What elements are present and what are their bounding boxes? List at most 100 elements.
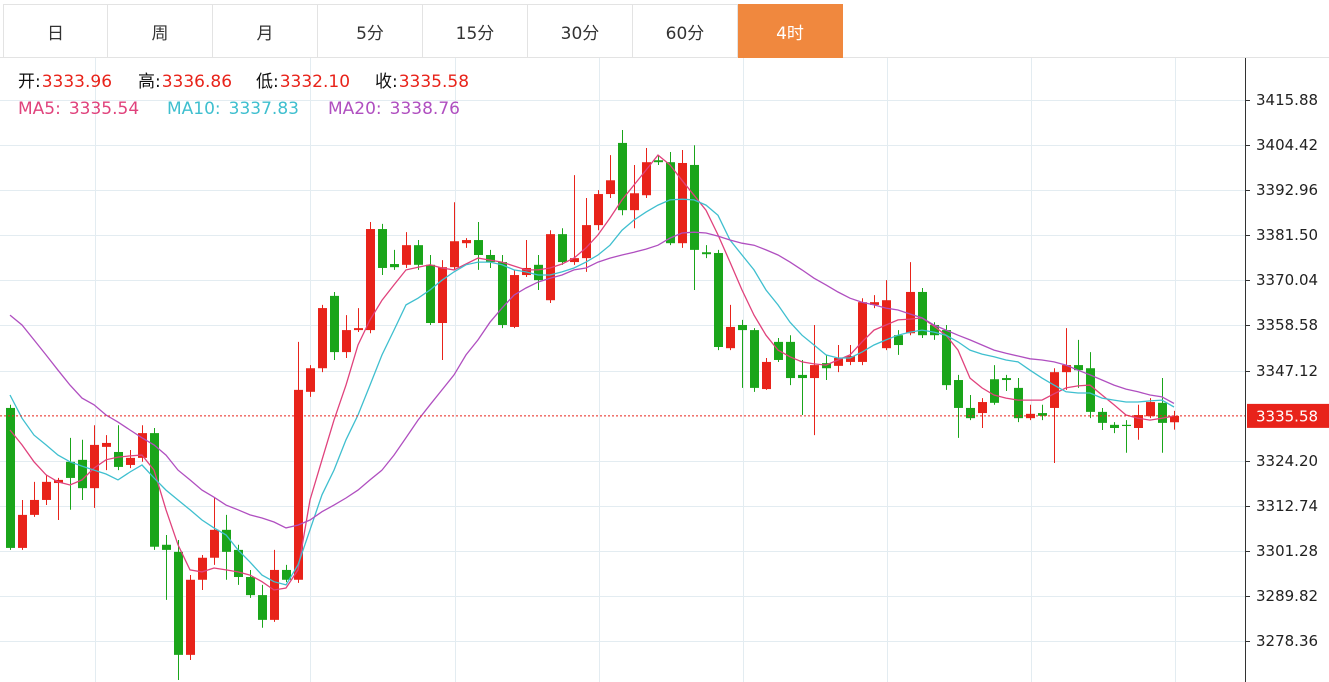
y-tick-label: 3415.88: [1256, 91, 1318, 109]
candle-body: [798, 374, 807, 379]
quote-value: 3336.86: [162, 72, 232, 92]
candle-body: [498, 262, 507, 325]
candle-body: [474, 240, 483, 255]
candle-body: [486, 254, 495, 263]
candle-body: [174, 551, 183, 655]
period-tab[interactable]: 日: [3, 4, 108, 58]
candle-body: [954, 380, 963, 408]
candle-body: [870, 302, 879, 305]
candle-body: [894, 335, 903, 346]
candle-body: [690, 164, 699, 250]
candle-body: [1158, 402, 1167, 423]
candle-body: [258, 595, 267, 620]
legend-name: MA20:: [328, 99, 382, 119]
candle-body: [198, 557, 207, 580]
candle-body: [6, 407, 15, 548]
candle-body: [462, 240, 471, 244]
candle-body: [342, 330, 351, 353]
candle-body: [426, 264, 435, 324]
candle-body: [306, 368, 315, 392]
candle-body: [990, 379, 999, 403]
candle-body: [222, 529, 231, 552]
candle-body: [42, 481, 51, 500]
candle-body: [1122, 424, 1131, 427]
candle-body: [618, 142, 627, 211]
quote-label: 收:: [375, 72, 398, 92]
period-tab[interactable]: 周: [108, 4, 213, 58]
candle-body: [810, 365, 819, 379]
candle-body: [714, 253, 723, 347]
candle-body: [114, 451, 123, 467]
candle-body: [918, 291, 927, 336]
candle-body: [1014, 387, 1023, 419]
y-axis: 3415.88 3404.42 3392.96 3381.50 3370.04 3358.…: [0, 91, 1329, 650]
quote-label: 开:: [18, 72, 41, 92]
candle-body: [702, 252, 711, 255]
candle-body: [906, 291, 915, 334]
candle-body: [678, 162, 687, 244]
candle-body: [654, 160, 663, 163]
candle-body: [606, 180, 615, 195]
candle-body: [366, 229, 375, 331]
candle-body: [90, 444, 99, 489]
candle-body: [102, 442, 111, 447]
candle-body: [438, 267, 447, 324]
candle-body: [726, 326, 735, 349]
ma-line: [9, 198, 1175, 586]
candle-body: [1062, 365, 1071, 373]
period-tab[interactable]: 30分: [528, 4, 633, 58]
period-tab[interactable]: 4时: [738, 4, 843, 58]
candle-body: [966, 407, 975, 419]
legend-value: 3338.76: [390, 99, 460, 119]
y-tick-label: 3381.50: [1256, 226, 1318, 244]
candle-body: [450, 241, 459, 268]
y-tick-label: 3278.36: [1256, 632, 1318, 650]
candle-body: [162, 544, 171, 550]
candle-body: [582, 225, 591, 259]
candle-body: [642, 162, 651, 196]
candle-body: [354, 328, 363, 331]
candle-body: [138, 433, 147, 458]
candle-body: [1026, 413, 1035, 419]
candle-body: [510, 275, 519, 327]
candle-body: [1110, 424, 1119, 428]
ma-line: [9, 154, 1175, 591]
period-tab[interactable]: 60分: [633, 4, 738, 58]
candle-body: [294, 389, 303, 580]
quote-label: 高:: [138, 72, 161, 92]
candle-body: [66, 461, 75, 478]
period-tab[interactable]: 15分: [423, 4, 528, 58]
candle-body: [666, 162, 675, 244]
y-tick-label: 3312.74: [1256, 497, 1318, 515]
candle-body: [1086, 368, 1095, 412]
moving-averages: [9, 154, 1175, 591]
candle-body: [210, 529, 219, 558]
candle-body: [330, 295, 339, 353]
candle-body: [234, 549, 243, 578]
y-tick-label: 3289.82: [1256, 587, 1318, 605]
candle-body: [786, 341, 795, 379]
y-tick-label: 3404.42: [1256, 136, 1318, 154]
candle-body: [594, 194, 603, 226]
last-price-box: [1247, 403, 1329, 428]
legend-name: MA10:: [167, 99, 221, 119]
candle-body: [978, 402, 987, 414]
candle-body: [750, 330, 759, 388]
candle-body: [282, 569, 291, 580]
quote-label: 低:: [256, 72, 279, 92]
candle-body: [390, 264, 399, 268]
candle-body: [630, 193, 639, 211]
quote-value: 3335.58: [399, 72, 469, 92]
candle-body: [126, 457, 135, 465]
candle-body: [378, 229, 387, 268]
candle-body: [78, 459, 87, 489]
period-tab[interactable]: 月: [213, 4, 318, 58]
y-tick-label: 3358.58: [1256, 316, 1318, 334]
period-tab[interactable]: 5分: [318, 4, 423, 58]
candle-body: [1002, 378, 1011, 381]
candle-body: [1146, 402, 1155, 417]
vertical-grid: [95, 58, 1176, 682]
candle-body: [270, 569, 279, 620]
